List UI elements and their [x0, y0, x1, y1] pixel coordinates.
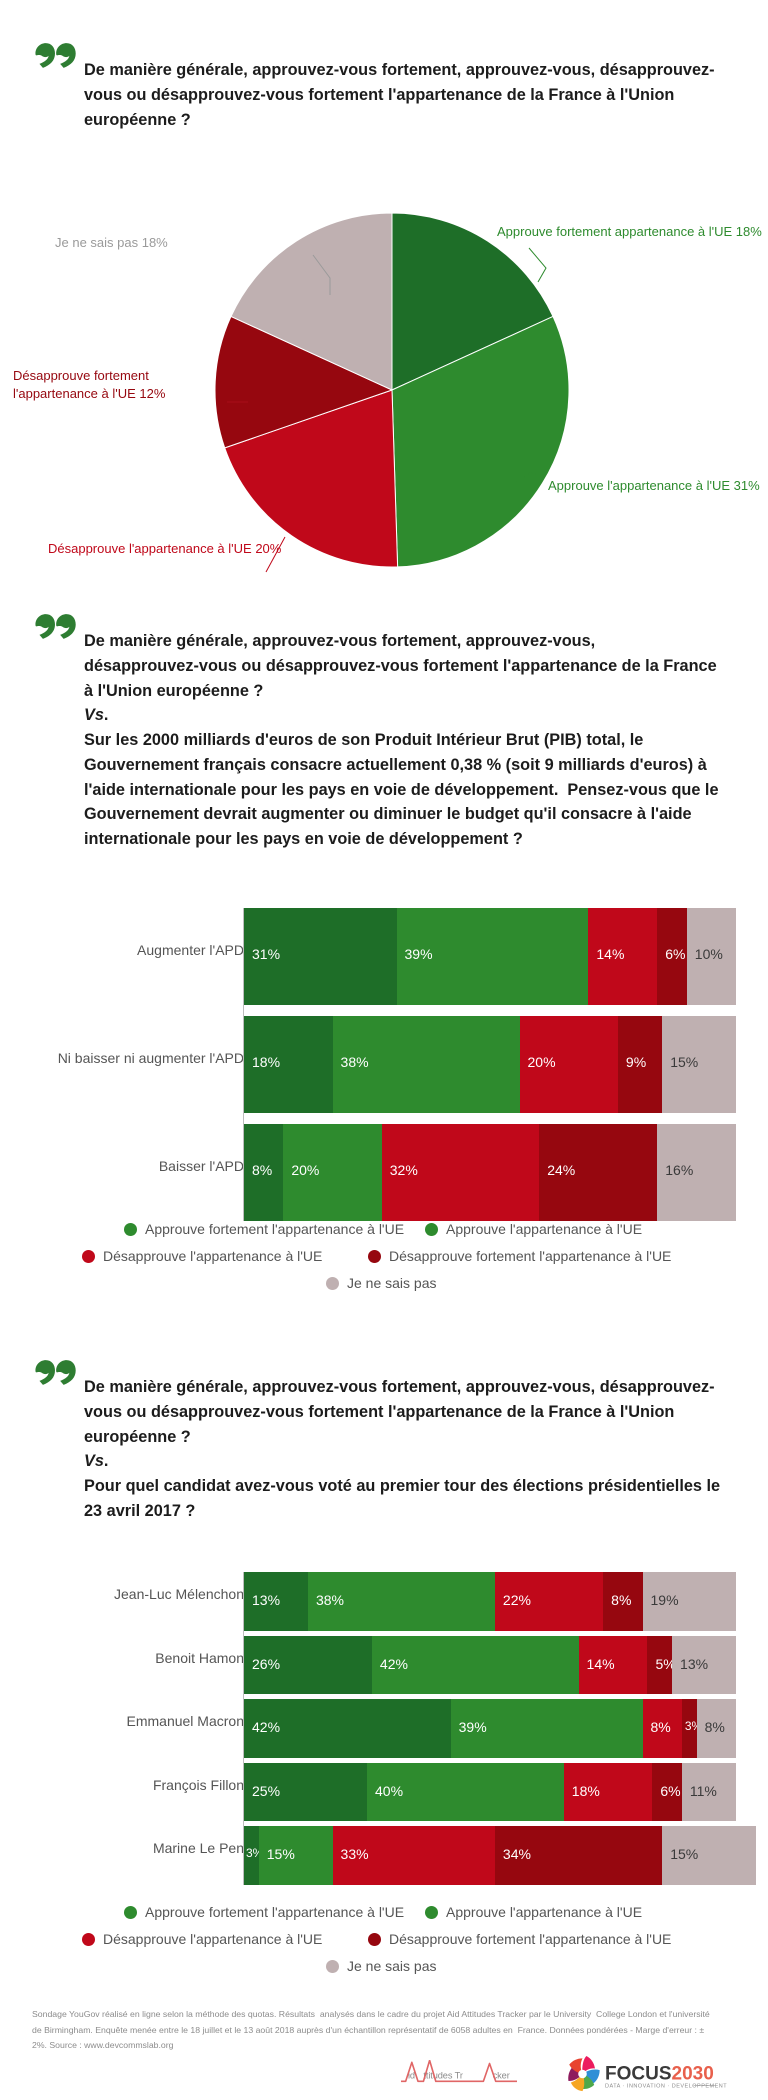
svg-text:FOCUS2030: FOCUS2030	[605, 2064, 714, 2085]
svg-text:DATA · INNOVATION · DEVELOPPEM: DATA · INNOVATION · DEVELOPPEMENT	[605, 2084, 727, 2090]
svg-text:ttitudes Tr: ttitudes Tr	[423, 2071, 462, 2081]
